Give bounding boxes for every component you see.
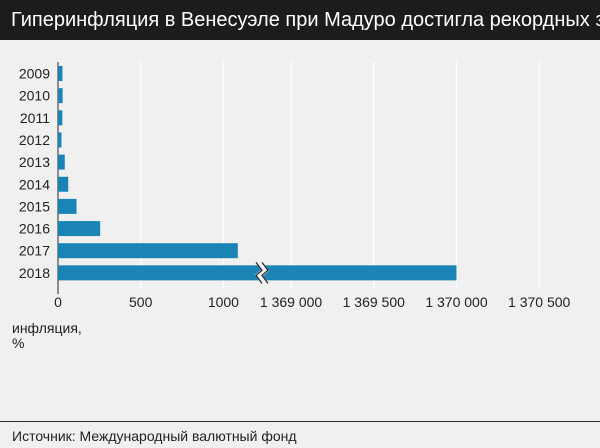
x-tick-label: 1000 (208, 294, 239, 310)
unit-label-line-2: % (12, 335, 25, 351)
source-note: Источник: Международный валютный фонд (12, 428, 297, 444)
x-tick-labels: 0 500 1000 1 369 000 1 369 500 1 370 000 1 370… (54, 294, 570, 310)
bar-2017 (58, 243, 238, 259)
chart-title: Гиперинфляция в Венесуэле при Мадуро дос… (0, 0, 600, 40)
category-labels: 2009 2010 2011 2012 2013 2014 2015 2016 2017 2018 (19, 66, 50, 281)
bar-2018 (58, 265, 457, 281)
x-tick-label: 1 369 500 (343, 294, 405, 310)
x-tick-label: 1 369 000 (260, 294, 322, 310)
bar-chart: 2009 2010 2011 2012 2013 2014 2015 2016 2017 2018… (19, 62, 571, 310)
category-label-2015: 2015 (19, 198, 50, 214)
category-label-2012: 2012 (19, 132, 50, 148)
axis-break-line-left (255, 261, 263, 284)
bar-2014 (58, 176, 69, 192)
footer-divider (0, 421, 600, 422)
x-tick-label: 500 (129, 294, 153, 310)
axis-break-marker (254, 260, 270, 286)
category-label-2009: 2009 (19, 66, 50, 82)
category-label-2010: 2010 (19, 88, 50, 104)
x-axis-unit-label: инфляция, % (12, 321, 82, 351)
category-label-2018: 2018 (19, 265, 50, 281)
bar-2011 (58, 110, 63, 126)
x-tick-label: 0 (54, 294, 62, 310)
axis-break-line-right (261, 261, 269, 284)
category-label-2013: 2013 (19, 154, 50, 170)
grid-lines (57, 62, 540, 294)
bar-2009 (58, 66, 63, 81)
category-label-2014: 2014 (19, 176, 50, 192)
unit-label-line-1: инфляция, (12, 320, 82, 336)
x-tick-label: 1 370 000 (425, 294, 487, 310)
bar-2010 (58, 88, 63, 104)
category-label-2016: 2016 (19, 221, 50, 237)
bars (58, 66, 457, 281)
bar-2012 (58, 132, 62, 148)
category-label-2017: 2017 (19, 243, 50, 259)
x-tick-label: 1 370 500 (508, 294, 570, 310)
category-label-2011: 2011 (20, 110, 50, 126)
bar-2015 (58, 198, 77, 214)
bar-2016 (58, 221, 101, 237)
bar-2013 (58, 154, 65, 170)
axis-break-gap (254, 260, 270, 286)
